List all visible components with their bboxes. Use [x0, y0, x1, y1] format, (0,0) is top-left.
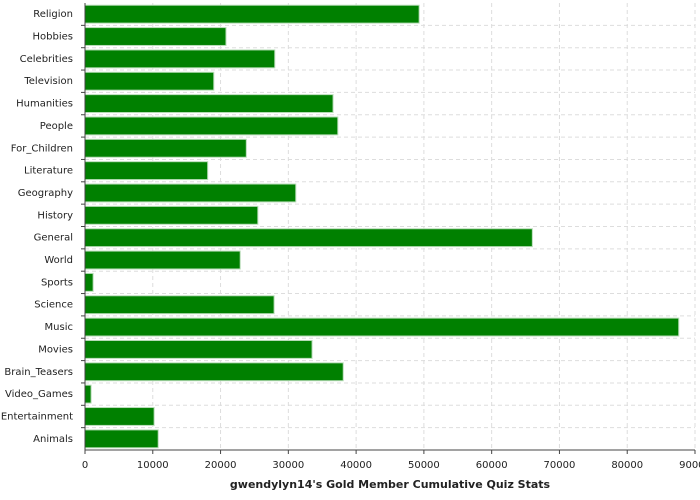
x-tick-label: 50000	[408, 460, 440, 471]
bar	[84, 317, 680, 337]
y-tick-label: Entertainment	[1, 411, 73, 422]
bar	[84, 384, 92, 404]
y-tick-label: Religion	[33, 9, 73, 20]
y-tick-label: Music	[45, 322, 73, 333]
y-tick-label: Animals	[33, 434, 73, 445]
y-tick-label: Movies	[38, 344, 73, 355]
x-tick-label: 60000	[476, 460, 508, 471]
bar	[84, 138, 247, 158]
y-tick-label: Celebrities	[20, 54, 73, 65]
y-tick-label: History	[37, 210, 73, 221]
bar	[84, 27, 227, 46]
y-tick-label: Brain_Teasers	[4, 367, 73, 378]
bar	[84, 250, 241, 270]
y-tick-label: Geography	[18, 188, 73, 199]
y-tick-label: Literature	[24, 166, 73, 177]
x-tick-label: 70000	[544, 460, 576, 471]
x-tick-label: 0	[82, 460, 88, 471]
bar	[84, 295, 275, 315]
x-tick-label: 30000	[272, 460, 304, 471]
bar	[84, 4, 420, 24]
y-tick-label: World	[44, 255, 73, 266]
bar	[84, 228, 533, 248]
x-tick-label: 80000	[611, 460, 643, 471]
x-axis-title: gwendylyn14's Gold Member Cumulative Qui…	[230, 478, 551, 491]
bar	[84, 407, 155, 426]
y-tick-label: For_Children	[11, 143, 73, 154]
bar	[84, 339, 313, 359]
bar	[84, 161, 209, 181]
y-tick-label: Humanities	[16, 99, 73, 110]
y-tick-label: People	[40, 121, 73, 132]
y-tick-label: Television	[23, 76, 73, 87]
bar	[84, 205, 259, 225]
bar	[84, 116, 339, 136]
x-tick-label: 40000	[340, 460, 372, 471]
x-tick-label: 90000	[679, 460, 700, 471]
x-tick-label: 10000	[137, 460, 169, 471]
y-tick-label: Science	[34, 300, 73, 311]
bar	[84, 49, 276, 69]
bar	[84, 71, 215, 91]
x-tick-label: 20000	[205, 460, 237, 471]
bar	[84, 272, 94, 292]
y-tick-label: Hobbies	[33, 32, 73, 43]
bar	[84, 362, 344, 382]
y-tick-label: Sports	[41, 277, 73, 288]
bar	[84, 94, 334, 114]
bar	[84, 429, 159, 449]
bar	[84, 183, 297, 203]
y-tick-label: Video_Games	[5, 389, 73, 400]
y-tick-label: General	[34, 233, 73, 244]
